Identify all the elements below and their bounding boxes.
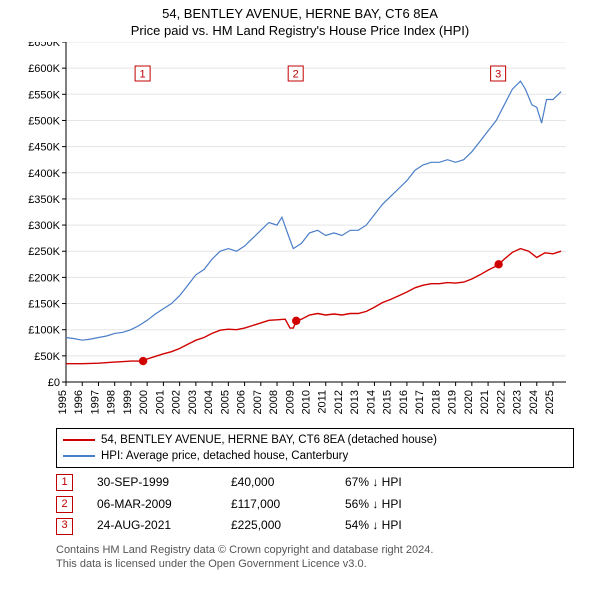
svg-text:1995: 1995 <box>57 390 69 414</box>
svg-text:2006: 2006 <box>236 390 248 414</box>
svg-text:2011: 2011 <box>317 390 329 414</box>
sale-price: £117,000 <box>231 494 321 516</box>
svg-text:2010: 2010 <box>301 390 313 414</box>
svg-text:2004: 2004 <box>203 390 215 414</box>
svg-text:£650K: £650K <box>28 42 60 49</box>
svg-text:£200K: £200K <box>28 272 60 284</box>
sale-price: £225,000 <box>231 515 321 537</box>
svg-text:1: 1 <box>140 68 146 80</box>
svg-text:2001: 2001 <box>154 390 166 414</box>
svg-text:£500K: £500K <box>28 115 60 127</box>
svg-text:2000: 2000 <box>138 390 150 414</box>
svg-text:£600K: £600K <box>28 63 60 75</box>
svg-text:2024: 2024 <box>528 390 540 414</box>
legend-row: HPI: Average price, detached house, Cant… <box>63 448 567 464</box>
sale-badge: 3 <box>56 518 73 535</box>
svg-text:1996: 1996 <box>73 390 85 414</box>
sale-vs-hpi: 54% ↓ HPI <box>345 515 402 537</box>
svg-text:£550K: £550K <box>28 89 60 101</box>
svg-text:2022: 2022 <box>495 390 507 414</box>
svg-text:2017: 2017 <box>414 390 426 414</box>
svg-text:2005: 2005 <box>219 390 231 414</box>
svg-text:£150K: £150K <box>28 298 60 310</box>
svg-text:1997: 1997 <box>89 390 101 414</box>
sale-marker <box>139 357 147 365</box>
svg-text:2023: 2023 <box>512 390 524 414</box>
svg-text:2019: 2019 <box>447 390 459 414</box>
svg-text:2013: 2013 <box>349 390 361 414</box>
svg-text:2008: 2008 <box>268 390 280 414</box>
svg-text:£0: £0 <box>48 377 60 389</box>
footer-line: This data is licensed under the Open Gov… <box>56 557 574 571</box>
svg-text:2: 2 <box>293 68 299 80</box>
svg-text:£100K: £100K <box>28 325 60 337</box>
sales-row: 3 24-AUG-2021 £225,000 54% ↓ HPI <box>56 515 574 537</box>
svg-text:3: 3 <box>495 68 501 80</box>
svg-text:2007: 2007 <box>252 390 264 414</box>
sale-date: 06-MAR-2009 <box>97 494 207 516</box>
sale-marker <box>494 260 502 268</box>
price-chart: £0 £50K £100K £150K £200K £250K £300K £350K £400… <box>20 42 580 422</box>
svg-text:£50K: £50K <box>34 351 60 363</box>
svg-text:£350K: £350K <box>28 194 60 206</box>
sale-date: 30-SEP-1999 <box>97 472 207 494</box>
svg-text:£400K: £400K <box>28 168 60 180</box>
svg-text:£250K: £250K <box>28 246 60 258</box>
sales-row: 2 06-MAR-2009 £117,000 56% ↓ HPI <box>56 494 574 516</box>
svg-text:2018: 2018 <box>430 390 442 414</box>
page-title: 54, BENTLEY AVENUE, HERNE BAY, CT6 8EA <box>10 6 590 23</box>
svg-text:£300K: £300K <box>28 220 60 232</box>
sale-price: £40,000 <box>231 472 321 494</box>
legend-swatch <box>63 455 95 457</box>
sales-table: 1 30-SEP-1999 £40,000 67% ↓ HPI 2 06-MAR-2009… <box>56 472 574 537</box>
svg-text:2002: 2002 <box>171 390 183 414</box>
svg-text:1999: 1999 <box>122 390 134 414</box>
svg-text:2009: 2009 <box>284 390 296 414</box>
legend-swatch <box>63 439 95 441</box>
svg-text:2012: 2012 <box>333 390 345 414</box>
legend: 54, BENTLEY AVENUE, HERNE BAY, CT6 8EA (… <box>56 428 574 468</box>
sale-badge: 2 <box>56 496 73 513</box>
sale-marker <box>292 316 300 324</box>
attribution-footer: Contains HM Land Registry data © Crown c… <box>56 543 574 572</box>
legend-row: 54, BENTLEY AVENUE, HERNE BAY, CT6 8EA (… <box>63 432 567 448</box>
legend-label: HPI: Average price, detached house, Cant… <box>101 448 348 464</box>
svg-text:£450K: £450K <box>28 142 60 154</box>
svg-text:2025: 2025 <box>544 390 556 414</box>
svg-text:2003: 2003 <box>187 390 199 414</box>
svg-text:2015: 2015 <box>382 390 394 414</box>
legend-label: 54, BENTLEY AVENUE, HERNE BAY, CT6 8EA (… <box>101 432 437 448</box>
sales-row: 1 30-SEP-1999 £40,000 67% ↓ HPI <box>56 472 574 494</box>
footer-line: Contains HM Land Registry data © Crown c… <box>56 543 574 557</box>
svg-text:2016: 2016 <box>398 390 410 414</box>
svg-text:2014: 2014 <box>365 390 377 414</box>
sale-date: 24-AUG-2021 <box>97 515 207 537</box>
svg-text:2021: 2021 <box>479 390 491 414</box>
svg-text:1998: 1998 <box>106 390 118 414</box>
sale-vs-hpi: 67% ↓ HPI <box>345 472 402 494</box>
page-subtitle: Price paid vs. HM Land Registry's House … <box>10 23 590 38</box>
svg-text:2020: 2020 <box>463 390 475 414</box>
sale-vs-hpi: 56% ↓ HPI <box>345 494 402 516</box>
sale-badge: 1 <box>56 474 73 491</box>
